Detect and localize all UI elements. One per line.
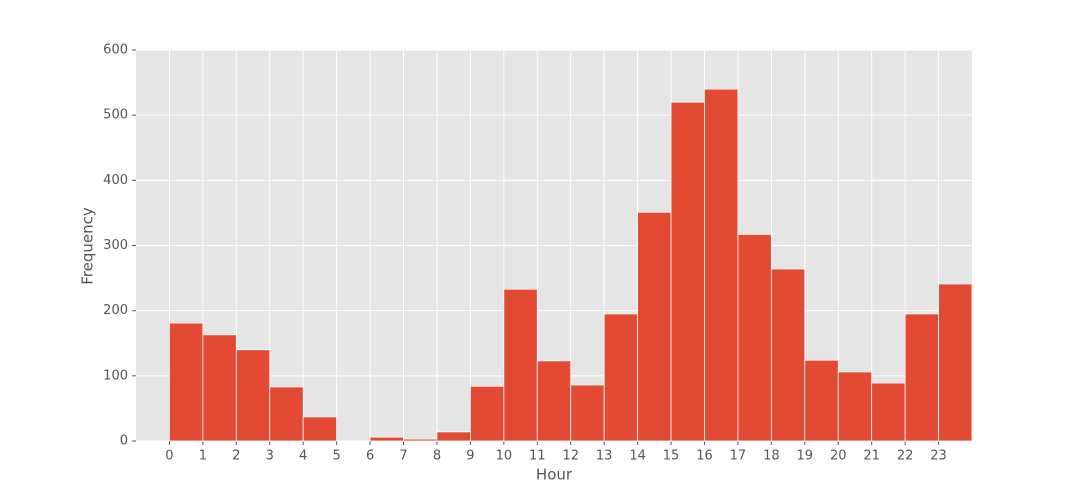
y-tick-label: 500 xyxy=(103,108,128,123)
bar xyxy=(369,436,404,442)
bar xyxy=(804,359,839,442)
x-tick-label: 1 xyxy=(199,449,207,464)
x-tick-label: 4 xyxy=(299,449,307,464)
bar xyxy=(770,268,806,442)
bar xyxy=(737,234,772,442)
y-tick-label: 0 xyxy=(120,434,128,449)
x-tick-label: 18 xyxy=(763,449,780,464)
bar xyxy=(603,313,638,442)
bar xyxy=(637,211,672,442)
bar xyxy=(403,438,438,442)
x-tick-label: 19 xyxy=(797,449,814,464)
x-tick-label: 10 xyxy=(496,449,513,464)
bar xyxy=(837,371,873,442)
y-tick-label: 100 xyxy=(103,368,128,383)
bar xyxy=(269,386,304,442)
x-tick-label: 9 xyxy=(466,449,474,464)
bar xyxy=(503,288,538,442)
x-tick-label: 21 xyxy=(863,449,880,464)
bar xyxy=(235,349,271,442)
bar xyxy=(436,431,471,442)
x-axis-label: Hour xyxy=(536,466,573,484)
x-tick-label: 7 xyxy=(399,449,407,464)
bar xyxy=(938,283,973,442)
x-tick-label: 11 xyxy=(529,449,546,464)
x-tick-label: 12 xyxy=(562,449,579,464)
bar xyxy=(871,382,906,442)
bar xyxy=(469,385,505,442)
y-axis-label: Frequency xyxy=(79,207,97,285)
x-tick-label: 2 xyxy=(232,449,240,464)
bar xyxy=(704,88,739,442)
x-tick-label: 17 xyxy=(730,449,747,464)
x-tick-label: 5 xyxy=(332,449,340,464)
x-tick-label: 16 xyxy=(696,449,713,464)
x-tick-label: 3 xyxy=(266,449,274,464)
bar xyxy=(536,360,572,442)
x-tick-label: 23 xyxy=(930,449,947,464)
y-tick-label: 300 xyxy=(103,238,128,253)
y-tick-label: 400 xyxy=(103,173,128,188)
y-tick-label: 200 xyxy=(103,303,128,318)
x-tick-label: 0 xyxy=(165,449,173,464)
x-tick-label: 22 xyxy=(897,449,914,464)
bar xyxy=(904,313,939,442)
bar xyxy=(169,322,204,442)
bar xyxy=(202,334,237,442)
x-tick-label: 20 xyxy=(830,449,847,464)
y-tick-label: 600 xyxy=(103,43,128,58)
bar xyxy=(570,384,605,442)
x-tick-label: 6 xyxy=(366,449,374,464)
bar xyxy=(302,416,338,442)
bar xyxy=(670,101,705,442)
x-tick-label: 14 xyxy=(629,449,646,464)
x-tick-label: 13 xyxy=(596,449,613,464)
x-tick-label: 15 xyxy=(663,449,680,464)
x-tick-label: 8 xyxy=(433,449,441,464)
